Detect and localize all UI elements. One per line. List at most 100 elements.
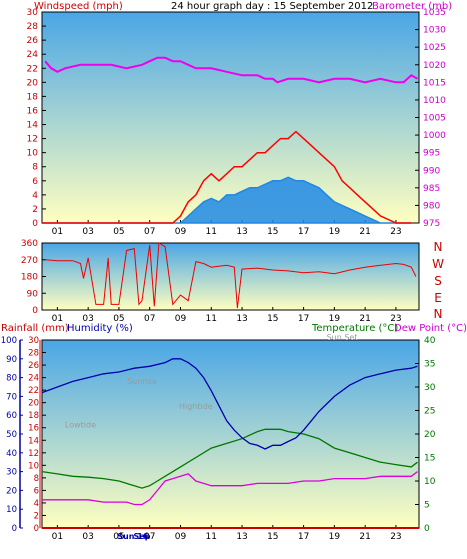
barometer-y-tick-label: 1010 — [423, 96, 446, 106]
humidity-y-tick-label: 0 — [12, 524, 17, 534]
barometer-y-tick-label: 975 — [423, 219, 440, 229]
compass-label-s: S — [434, 274, 442, 288]
bottom-x-tick-label: 21 — [359, 532, 370, 542]
compass-label-n-top: N — [434, 240, 443, 254]
windspeed-y-tick-label: 20 — [27, 78, 39, 88]
bottom-x-tick-label: 17 — [298, 532, 309, 542]
humidity-y-tick-label: 70 — [6, 392, 17, 402]
rainfall-y-tick-label: 6 — [34, 486, 39, 496]
bottom-x-tick-label: 07 — [144, 532, 155, 542]
dir-x-tick-label: 11 — [206, 314, 217, 324]
windspeed-y-tick-label: 10 — [27, 149, 39, 159]
rainfall-y-tick-label: 20 — [28, 399, 39, 409]
dir-x-tick-label: 21 — [359, 314, 370, 324]
windspeed-y-tick-label: 0 — [32, 219, 38, 229]
direction-panel-background — [41, 242, 420, 311]
windspeed-y-tick-label: 18 — [27, 92, 39, 102]
direction-y-tick-label: 180 — [21, 273, 38, 283]
windspeed-y-tick-label: 24 — [27, 50, 39, 60]
barometer-y-tick-label: 995 — [423, 149, 440, 159]
top-x-tick-label: 01 — [52, 227, 63, 237]
annotation-label: Lowtide — [65, 421, 96, 430]
rainfall-y-tick-label: 28 — [28, 349, 39, 359]
rainfall-y-tick-label: 2 — [34, 511, 39, 521]
humidity-y-tick-label: 60 — [6, 411, 17, 421]
temperature-y-tick-label: 25 — [424, 407, 435, 417]
humidity-y-tick-label: 50 — [6, 430, 17, 440]
barometer-y-tick-label: 1015 — [423, 78, 446, 88]
windspeed-y-tick-label: 8 — [32, 163, 38, 173]
humidity-y-tick-label: 40 — [6, 449, 17, 459]
dir-x-tick-label: 07 — [144, 314, 155, 324]
barometer-series — [44, 56, 418, 84]
wind-direction-series — [45, 242, 417, 309]
top-panel-background — [41, 11, 420, 224]
temperature-y-tick-label: 35 — [424, 360, 435, 370]
barometer-y-tick-label: 1025 — [423, 43, 446, 53]
top-x-tick-label: 05 — [113, 227, 124, 237]
bottom-x-tick-label: 15 — [267, 532, 278, 542]
temperature-y-tick-label: 5 — [424, 501, 430, 511]
windspeed-y-tick-label: 26 — [27, 36, 39, 46]
dir-x-tick-label: 01 — [52, 314, 63, 324]
direction-y-tick-label: 270 — [21, 256, 38, 266]
humidity-y-tick-label: 10 — [6, 505, 17, 515]
compass-label-e: E — [434, 291, 442, 305]
dir-x-tick-label: 05 — [113, 314, 124, 324]
annotation-label: Sep — [134, 532, 151, 541]
barometer-y-tick-label: 980 — [423, 201, 440, 211]
chart-title: 24 hour graph day : 15 September 2012 — [171, 1, 373, 12]
humidity-y-tick-label: 100 — [1, 336, 17, 346]
rainfall-y-tick-label: 30 — [28, 336, 39, 346]
bottom-x-tick-label: 23 — [390, 532, 401, 542]
rainfall-y-tick-label: 18 — [28, 411, 39, 421]
barometer-y-tick-label: 1020 — [423, 61, 446, 71]
annotation-label: Hightide — [179, 402, 213, 411]
windspeed-y-tick-label: 6 — [32, 177, 38, 187]
bottom-x-tick-label: 11 — [206, 532, 217, 542]
barometer-axis-label: Barometer (mb) — [372, 1, 452, 12]
rainfall-y-tick-label: 0 — [34, 524, 39, 534]
top-x-tick-label: 21 — [359, 227, 370, 237]
temperature-y-tick-label: 40 — [424, 336, 436, 346]
direction-y-tick-label: 360 — [21, 239, 38, 249]
bottom-x-tick-label: 03 — [82, 532, 93, 542]
rainfall-y-tick-label: 14 — [28, 436, 39, 446]
direction-y-tick-label: 90 — [27, 289, 39, 299]
humidity-series — [41, 358, 418, 450]
rainfall-y-tick-label: 8 — [34, 474, 39, 484]
top-x-tick-label: 15 — [267, 227, 278, 237]
humidity-y-tick-label: 30 — [6, 468, 17, 478]
humidity-y-tick-label: 20 — [6, 486, 17, 496]
dewpoint-series — [42, 471, 418, 506]
windspeed-y-tick-label: 4 — [32, 191, 38, 201]
bottom-x-tick-label: 13 — [236, 532, 247, 542]
windspeed-y-tick-label: 2 — [32, 205, 38, 215]
bottom-panel-background — [41, 339, 420, 529]
rainfall-y-tick-label: 10 — [28, 461, 39, 471]
dir-x-tick-label: 03 — [82, 314, 93, 324]
windspeed-y-tick-label: 22 — [27, 64, 38, 74]
windspeed-y-tick-label: 16 — [27, 106, 39, 116]
rainfall-axis-label: Rainfall (mm) — [1, 323, 69, 334]
temperature-y-tick-label: 0 — [424, 524, 430, 534]
average-wind-series — [42, 176, 412, 224]
windspeed-y-tick-label: 14 — [27, 121, 39, 131]
top-x-tick-label: 07 — [144, 227, 155, 237]
top-x-tick-label: 11 — [206, 227, 217, 237]
bottom-x-tick-label: 19 — [329, 532, 341, 542]
annotation-label: Sunrise — [127, 377, 157, 386]
compass-label-n-bottom: N — [434, 307, 443, 321]
rainfall-y-tick-label: 4 — [34, 499, 39, 509]
temperature-series — [41, 428, 418, 489]
rainfall-y-tick-label: 22 — [28, 386, 39, 396]
bottom-x-tick-label: 01 — [52, 532, 63, 542]
humidity-y-tick-label: 80 — [6, 374, 17, 384]
bottom-x-tick-label: 05 — [113, 532, 124, 542]
windspeed-y-tick-label: 28 — [27, 22, 39, 32]
dir-x-tick-label: 17 — [298, 314, 309, 324]
barometer-y-tick-label: 985 — [423, 184, 440, 194]
top-x-tick-label: 03 — [82, 227, 93, 237]
